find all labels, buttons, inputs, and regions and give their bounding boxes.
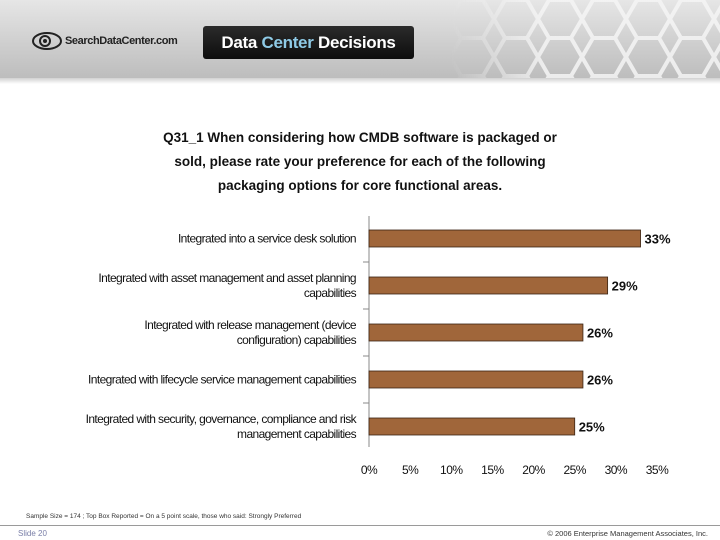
question-line: Q31_1 When considering how CMDB software… [163, 130, 557, 145]
x-tick-label: 25% [563, 463, 586, 477]
bar [368, 370, 584, 389]
category-label: Integrated with release management (devi… [144, 318, 357, 332]
header-shadow [0, 78, 720, 84]
question-title: Q31_1 When considering how CMDB software… [100, 126, 620, 198]
x-tick-label: 15% [481, 463, 504, 477]
x-tick-label: 10% [440, 463, 463, 477]
banner-text-accent: Center [261, 32, 314, 52]
data-label: 29% [612, 279, 638, 294]
x-tick-label: 30% [605, 463, 628, 477]
x-tick-label: 5% [402, 463, 419, 477]
bar [368, 276, 609, 295]
question-line: packaging options for core functional ar… [217, 178, 503, 193]
data-label: 26% [587, 373, 613, 388]
footer-divider [0, 525, 720, 526]
bar [368, 323, 584, 342]
data-label: 25% [579, 420, 605, 435]
category-label: Integrated with security, governance, co… [86, 412, 358, 426]
x-tick-label: 35% [646, 463, 669, 477]
copyright: © 2006 Enterprise Management Associates,… [547, 529, 708, 538]
banner-text-1: Data [221, 32, 262, 52]
honeycomb-decoration [450, 0, 720, 78]
title-banner: Data Center Decisions [203, 26, 414, 59]
sample-size-note: Sample Size = 174 ; Top Box Reported = O… [26, 513, 302, 520]
category-label: management capabilities [237, 427, 357, 441]
header: SearchDataCenter.com Data Center Decisio… [0, 0, 720, 78]
x-tick-label: 0% [361, 463, 378, 477]
x-tick-label: 20% [522, 463, 545, 477]
bar [368, 229, 641, 248]
eye-logo-icon [32, 32, 62, 50]
banner-text-2: Decisions [313, 32, 396, 52]
category-label: Integrated into a service desk solution [178, 232, 356, 246]
question-line: sold, please rate your preference for ea… [174, 154, 546, 169]
logo-text: SearchDataCenter.com [65, 35, 178, 47]
category-label: Integrated with lifecycle service manage… [88, 373, 357, 387]
data-label: 33% [645, 232, 671, 247]
category-label: capabilities [304, 286, 357, 300]
slide-number: Slide 20 [18, 529, 47, 538]
category-label: Integrated with asset management and ass… [98, 271, 356, 285]
data-label: 26% [587, 326, 613, 341]
bar [368, 417, 576, 436]
category-label: configuration) capabilities [237, 333, 357, 347]
site-logo: SearchDataCenter.com [32, 30, 178, 52]
